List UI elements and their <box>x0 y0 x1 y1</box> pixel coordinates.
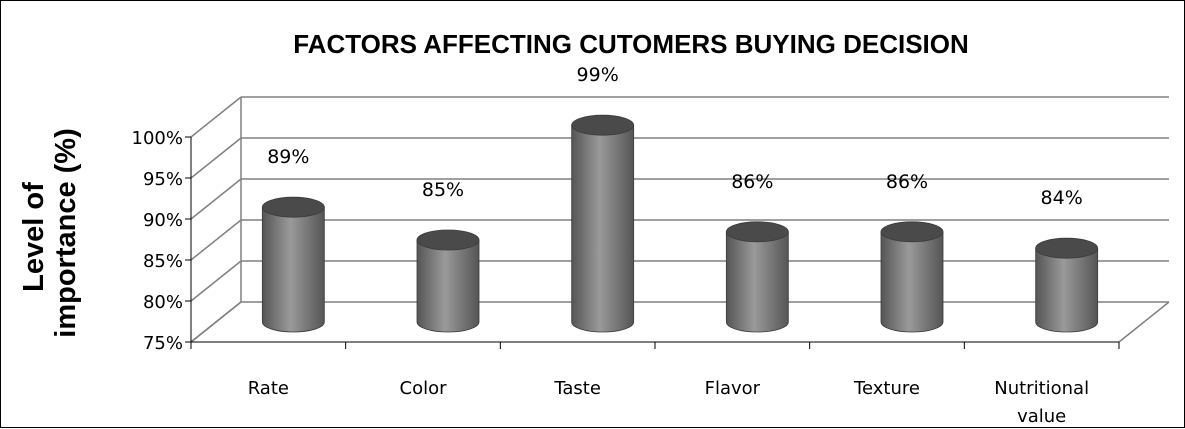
gridline-side <box>190 137 242 179</box>
x-tick-label-line: Nutritional <box>994 378 1089 399</box>
y-axis-label-line-1: Level of <box>18 182 50 292</box>
bar-top <box>725 221 789 243</box>
bar-top <box>571 114 635 136</box>
y-axis-label-line-2: importance (%) <box>50 128 82 337</box>
data-label: 85% <box>422 179 464 201</box>
bars <box>261 114 1099 333</box>
gridlines <box>190 96 1170 343</box>
x-tick-label-line: Texture <box>853 378 920 399</box>
bar-flavor <box>725 221 789 333</box>
gridline-side <box>190 178 242 220</box>
bar-top <box>880 221 944 243</box>
y-tick-label: 80% <box>143 292 183 313</box>
y-tick-label: 75% <box>143 333 183 354</box>
data-label: 89% <box>267 146 309 168</box>
x-tick-label-line: Flavor <box>705 378 761 399</box>
data-label: 86% <box>886 171 928 193</box>
y-axis-label: Level of importance (%) <box>18 128 82 337</box>
data-label: 99% <box>577 64 619 86</box>
gridline-side <box>190 260 242 302</box>
bar-body <box>1035 247 1099 333</box>
x-tick-label-line: Taste <box>553 378 601 399</box>
x-tick-label: Texture <box>853 378 920 399</box>
data-label: 84% <box>1041 187 1083 209</box>
bar-color <box>416 229 480 333</box>
y-tick-label: 85% <box>143 251 183 272</box>
x-tick-label-line: Color <box>400 378 448 399</box>
x-tick-label: Taste <box>553 378 601 399</box>
gridline-side <box>190 301 242 343</box>
y-tick-label: 100% <box>132 128 183 149</box>
bar-body <box>261 206 325 333</box>
y-tick-label: 95% <box>143 169 183 190</box>
data-label: 86% <box>731 171 773 193</box>
bar-taste <box>571 114 635 333</box>
x-tick-label-line: value <box>1017 406 1066 427</box>
bar-texture <box>880 221 944 333</box>
bar-body <box>880 231 944 333</box>
gridline-side <box>190 96 242 138</box>
x-tick-label: Rate <box>248 378 289 399</box>
bar-body <box>725 231 789 333</box>
x-tick-label: Flavor <box>705 378 761 399</box>
bar-top <box>1035 237 1099 259</box>
bar-body <box>416 239 480 333</box>
x-tick-label-line: Rate <box>248 378 289 399</box>
x-tick-label: Color <box>400 378 448 399</box>
gridline-side <box>190 219 242 261</box>
bar-rate <box>261 196 325 333</box>
axes <box>185 136 1120 349</box>
bar-top <box>416 229 480 251</box>
chart-title: FACTORS AFFECTING CUTOMERS BUYING DECISI… <box>293 29 969 59</box>
y-tick-label: 90% <box>143 210 183 231</box>
floor-right-edge <box>1118 301 1170 343</box>
bar-top <box>261 196 325 218</box>
x-tick-label: Nutritional value <box>994 378 1089 427</box>
bar-body <box>571 124 635 333</box>
bar-nutritional-value <box>1035 237 1099 333</box>
text-labels: FACTORS AFFECTING CUTOMERS BUYING DECISI… <box>18 29 1089 427</box>
